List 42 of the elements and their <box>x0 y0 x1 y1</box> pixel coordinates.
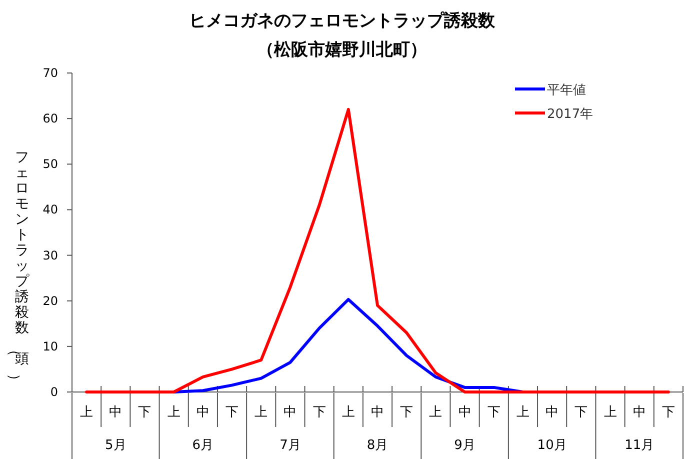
text: 10月 <box>537 438 567 453</box>
x-tick-label: 中 <box>371 405 384 420</box>
text: フェロモントラップ誘殺数（頭） <box>6 149 29 388</box>
y-tick-label: 10 <box>42 339 58 354</box>
x-tick-label: 下 <box>138 405 152 420</box>
x-tick-label: 上 <box>342 405 355 420</box>
x-tick-label: 下 <box>487 405 500 420</box>
text: 5月 <box>105 438 126 453</box>
y-tick-label: 50 <box>42 157 58 172</box>
x-tick-label: 中 <box>632 405 646 420</box>
text: 7月 <box>280 438 301 453</box>
x-tick-label: 上 <box>604 405 617 420</box>
x-tick-label: 中 <box>546 405 559 420</box>
chart-subtitle: （松阪市嬉野川北町） <box>257 40 427 60</box>
x-tick-label: 中 <box>458 405 472 420</box>
y-tick-label: 40 <box>42 202 58 217</box>
x-tick-label: 下 <box>226 405 239 420</box>
chart-title: ヒメコガネのフェロモントラップ誘殺数 <box>189 11 496 31</box>
y-tick-label: 60 <box>42 112 58 126</box>
text: 8月 <box>366 438 388 453</box>
x-tick-label: 下 <box>662 405 675 420</box>
y-tick-label: 0 <box>50 385 58 399</box>
x-tick-label: 下 <box>400 405 414 420</box>
x-tick-label: 上 <box>516 405 530 420</box>
y-tick-label: 20 <box>42 294 58 308</box>
x-tick-label: 上 <box>254 405 268 420</box>
x-tick-label: 中 <box>109 405 122 420</box>
y-tick-label: 70 <box>42 66 58 80</box>
x-tick-label: 下 <box>312 405 326 420</box>
x-tick-label: 中 <box>284 405 297 420</box>
text: 6月 <box>192 438 214 453</box>
legend-label: 平年値 <box>547 83 586 98</box>
text: 11月 <box>624 438 654 453</box>
x-tick-label: 上 <box>429 405 442 420</box>
y-tick-label: 30 <box>42 248 58 262</box>
line-series <box>85 108 670 394</box>
x-tick-label: 上 <box>80 405 94 420</box>
x-tick-label: 下 <box>574 405 588 420</box>
text: 9月 <box>454 438 476 453</box>
x-tick-label: 上 <box>167 405 180 420</box>
x-tick-label: 中 <box>196 405 210 420</box>
legend-label: 2017年 <box>547 107 594 122</box>
